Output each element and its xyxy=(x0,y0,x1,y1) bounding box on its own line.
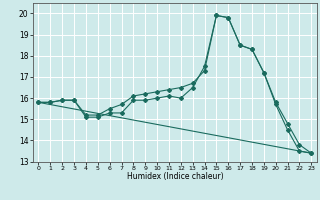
X-axis label: Humidex (Indice chaleur): Humidex (Indice chaleur) xyxy=(127,172,223,181)
